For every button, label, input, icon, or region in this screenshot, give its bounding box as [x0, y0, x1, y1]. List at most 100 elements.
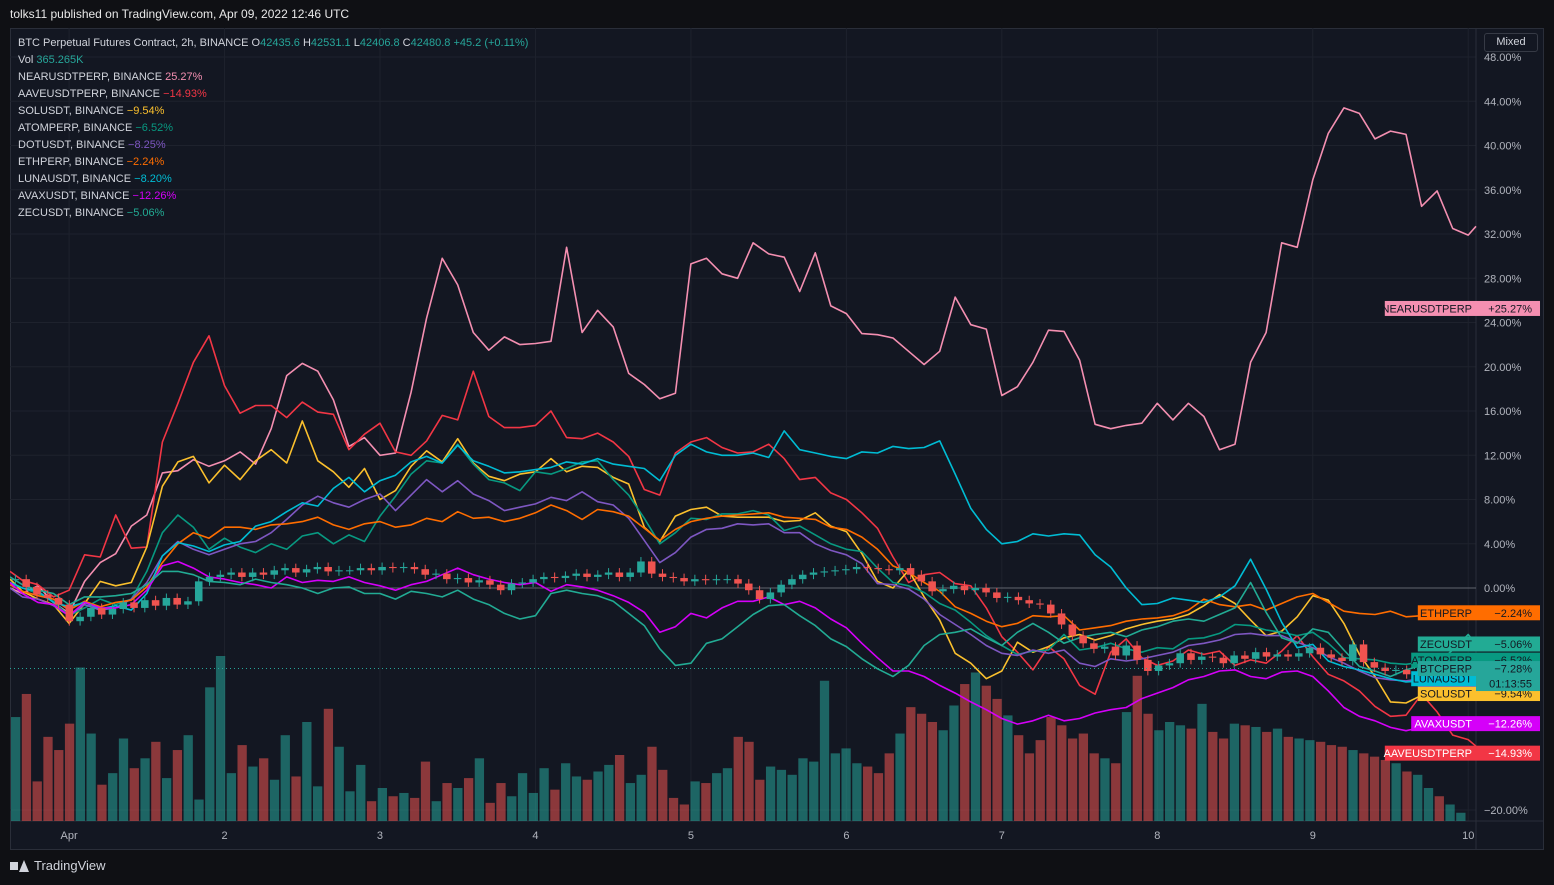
candle-body	[928, 581, 936, 592]
volume-bar	[884, 753, 894, 821]
volume-bar	[1413, 774, 1423, 821]
candle-body	[831, 570, 839, 572]
volume-bar	[582, 779, 592, 821]
candle-body	[1316, 647, 1325, 655]
y-tick-label: 20.00%	[1484, 362, 1522, 374]
candle-body	[885, 569, 893, 571]
candle-body	[518, 582, 527, 584]
legend-series-row[interactable]: AAVEUSDTPERP, BINANCE −14.93%	[18, 86, 528, 103]
volume-bar	[442, 783, 452, 821]
legend-main-row[interactable]: BTC Perpetual Futures Contract, 2h, BINA…	[18, 35, 528, 52]
volume-bar	[1046, 717, 1056, 821]
candle-body	[248, 572, 257, 577]
axis-name-badge-label: NEARUSDTPERP	[1382, 303, 1472, 315]
volume-bar	[539, 768, 549, 821]
y-tick-label: −20.00%	[1484, 805, 1528, 817]
candle-body	[1014, 596, 1023, 601]
candle-body	[896, 568, 904, 571]
candle-body	[777, 584, 785, 593]
candle-body	[1241, 655, 1249, 659]
volume-bar	[140, 758, 150, 821]
volume-bar	[1402, 771, 1412, 821]
candle-body	[162, 597, 171, 606]
volume-bar	[1121, 712, 1132, 821]
legend-series-row[interactable]: AVAXUSDT, BINANCE −12.26%	[18, 188, 528, 205]
legend-series-name: ATOMPERP, BINANCE	[18, 122, 136, 134]
x-tick-label: 9	[1310, 830, 1316, 842]
volume-bar	[183, 735, 193, 821]
legend-open-label: O	[251, 37, 261, 49]
volume-bar	[194, 799, 204, 821]
volume-bar	[690, 781, 700, 821]
y-tick-label: 12.00%	[1484, 450, 1522, 462]
chart-frame	[10, 28, 1544, 850]
legend-series-row[interactable]: LUNAUSDT, BINANCE −8.20%	[18, 171, 528, 188]
candle-body	[356, 568, 365, 571]
volume-bar	[151, 741, 161, 821]
candle-body	[529, 579, 537, 583]
candle-body	[87, 607, 95, 617]
candle-body	[281, 568, 289, 571]
candle-body	[54, 597, 63, 605]
volume-bar	[636, 774, 646, 821]
candle-body	[1100, 646, 1109, 649]
candle-body	[1025, 600, 1033, 604]
volume-bar	[453, 788, 463, 821]
publisher-line: tolks11 published on TradingView.com, Ap…	[10, 7, 350, 21]
legend-high-label: H	[302, 37, 311, 49]
footer-brand[interactable]: TradingView	[10, 858, 106, 873]
axis-badge-value: −5.06%	[1494, 639, 1532, 651]
volume-bar	[668, 797, 679, 821]
candle-body	[798, 574, 807, 580]
scale-mode-button[interactable]: Mixed	[1484, 33, 1538, 52]
axis-name-badge-label: SOLUSDT	[1420, 689, 1472, 701]
series-line-avaxusdt	[10, 560, 1477, 732]
candle-body	[691, 579, 699, 582]
axis-badge	[1476, 636, 1540, 652]
volume-bar	[1369, 756, 1380, 821]
candle-body	[874, 568, 882, 570]
candle-body	[680, 578, 688, 582]
legend-series-value: −8.20%	[134, 173, 172, 185]
series-line-aaveusdtperp	[10, 335, 1477, 747]
candle-body	[173, 597, 181, 605]
axis-name-badge-label: AVAXUSDT	[1414, 719, 1472, 731]
legend-series-row[interactable]: ETHPERP, BINANCE −2.24%	[18, 154, 528, 171]
volume-bar	[366, 801, 377, 821]
volume-bar	[172, 750, 183, 821]
volume-bar	[248, 766, 258, 821]
legend-series-row[interactable]: ZECUSDT, BINANCE −5.06%	[18, 205, 528, 222]
volume-bar	[1445, 804, 1455, 821]
candle-body	[151, 600, 160, 606]
y-tick-label: 48.00%	[1484, 52, 1522, 64]
volume-bar	[970, 672, 981, 821]
candle-body	[389, 566, 397, 569]
candle-body	[1327, 654, 1335, 658]
candle-body	[216, 574, 225, 577]
candle-body	[863, 566, 872, 569]
legend-series-row[interactable]: NEARUSDTPERP, BINANCE 25.27%	[18, 69, 528, 86]
volume-bar	[571, 776, 582, 821]
candle-body	[292, 568, 300, 573]
legend-vol-row[interactable]: Vol 365.265K	[18, 52, 528, 69]
volume-bar	[722, 768, 733, 821]
volume-bar	[895, 733, 905, 821]
legend-series-row[interactable]: DOTUSDT, BINANCE −8.25%	[18, 137, 528, 154]
volume-bar	[356, 764, 366, 821]
legend-series-row[interactable]: ATOMPERP, BINANCE −6.52%	[18, 120, 528, 137]
volume-bar	[927, 722, 938, 821]
footer-brand-text: TradingView	[34, 858, 106, 873]
volume-bar	[1057, 725, 1067, 821]
volume-bar	[755, 779, 765, 821]
candle-body	[1187, 653, 1195, 660]
volume-bar	[949, 705, 959, 821]
legend-open-value: 42435.6	[260, 37, 300, 49]
chart-canvas[interactable]: 48.00%44.00%40.00%36.00%32.00%28.00%24.0…	[10, 28, 1544, 850]
tradingview-logo-icon	[10, 859, 29, 872]
legend-series-row[interactable]: SOLUSDT, BINANCE −9.54%	[18, 103, 528, 120]
candle-body	[507, 583, 516, 591]
candle-body	[960, 585, 969, 591]
axis-name-badge-label: AAVEUSDTPERP	[1384, 748, 1472, 760]
volume-bar	[658, 769, 668, 821]
axis-badge	[1476, 661, 1540, 692]
